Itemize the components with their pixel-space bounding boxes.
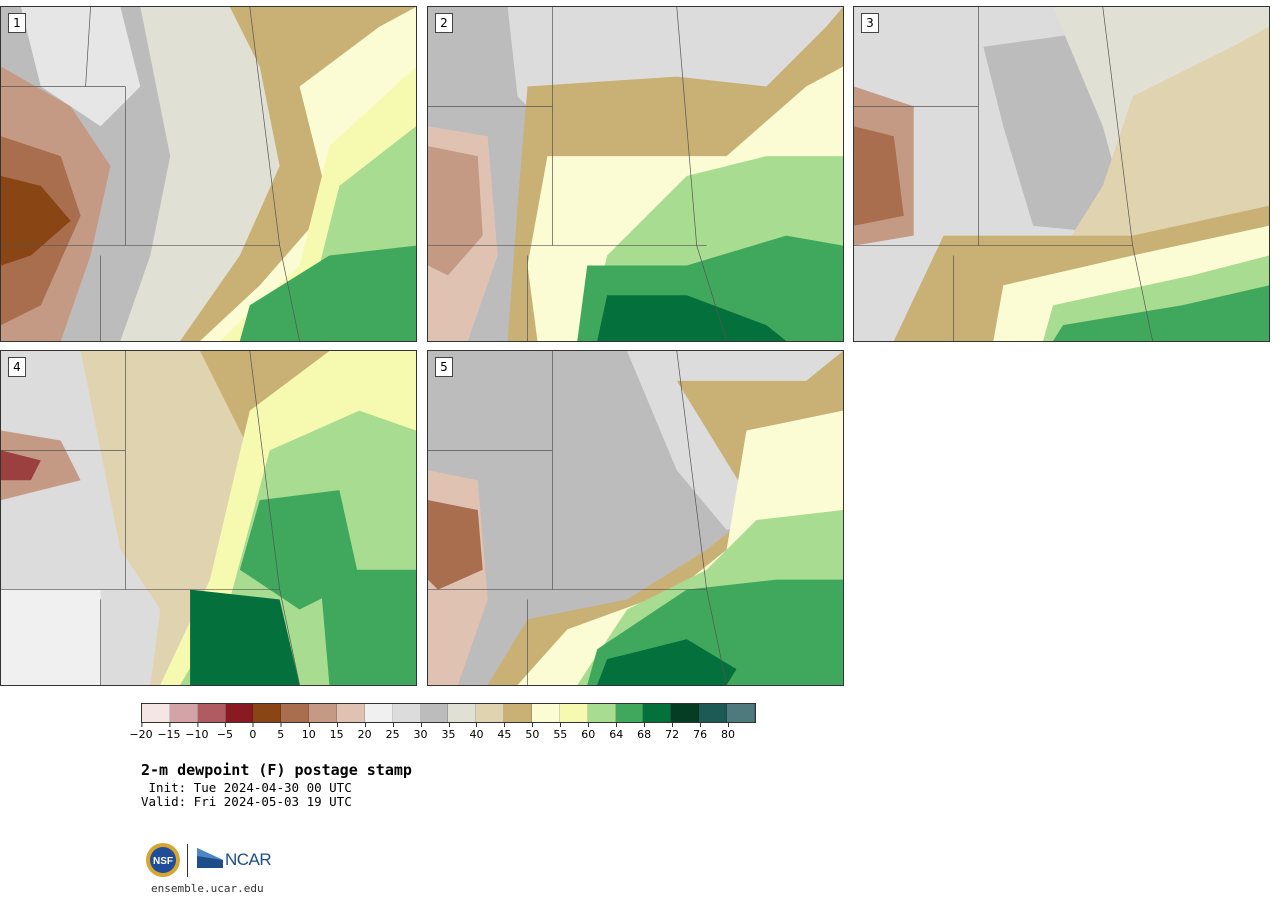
init-time: Init: Tue 2024-04-30 00 UTC — [141, 780, 352, 795]
colorbar-swatch-13 — [504, 704, 533, 722]
panel-number: 1 — [8, 13, 26, 33]
colorbar-tick-label: 35 — [441, 723, 456, 741]
panel-number: 2 — [435, 13, 453, 33]
colorbar-swatch-21 — [727, 704, 755, 722]
colorbar-tick-label: 0 — [249, 723, 257, 741]
colorbar-swatch-16 — [587, 704, 616, 722]
colorbar-tick-label: 5 — [277, 723, 285, 741]
colorbar-tick-label: 76 — [693, 723, 708, 741]
postage-stamp-panel-1: 1 — [0, 6, 417, 342]
colorbar-tick-label: 40 — [469, 723, 484, 741]
dewpoint-map — [428, 7, 843, 341]
colorbar-tick-label: 64 — [609, 723, 624, 741]
colorbar-swatch-5 — [281, 704, 310, 722]
dewpoint-map — [1, 351, 416, 685]
colorbar — [141, 703, 756, 723]
colorbar-tick-label: −5 — [216, 723, 233, 741]
dewpoint-map — [1, 7, 416, 341]
colorbar-tick-label: −20 — [129, 723, 153, 741]
dewpoint-map — [854, 7, 1269, 341]
colorbar-tick-label: 45 — [497, 723, 512, 741]
colorbar-tick-label: 25 — [385, 723, 400, 741]
postage-stamp-panel-4: 4 — [0, 350, 417, 686]
valid-time: Valid: Fri 2024-05-03 19 UTC — [141, 794, 352, 809]
colorbar-swatch-2 — [197, 704, 226, 722]
postage-stamp-panel-5: 5 — [427, 350, 844, 686]
figure-title: 2-m dewpoint (F) postage stamp — [141, 761, 412, 779]
postage-stamp-panel-3: 3 — [853, 6, 1270, 342]
colorbar-tick-label: 55 — [553, 723, 568, 741]
colorbar-swatch-20 — [699, 704, 728, 722]
colorbar-swatch-1 — [169, 704, 198, 722]
dewpoint-map — [428, 351, 843, 685]
colorbar-swatch-6 — [309, 704, 338, 722]
colorbar-swatch-4 — [253, 704, 282, 722]
panel-number: 3 — [861, 13, 879, 33]
colorbar-swatch-14 — [532, 704, 560, 722]
colorbar-swatch-12 — [476, 704, 505, 722]
colorbar-swatch-3 — [225, 704, 254, 722]
colorbar-tick-label: 80 — [721, 723, 736, 741]
panel-number: 5 — [435, 357, 453, 377]
logos: NSF NCAR — [145, 842, 285, 882]
colorbar-swatch-11 — [448, 704, 477, 722]
nsf-text: NSF — [153, 856, 173, 867]
colorbar-tick-label: 60 — [581, 723, 596, 741]
colorbar-swatch-15 — [559, 704, 588, 722]
colorbar-tick-label: 20 — [357, 723, 372, 741]
logo-divider — [187, 844, 188, 877]
colorbar-tick-label: 30 — [413, 723, 428, 741]
colorbar-swatch-9 — [392, 704, 421, 722]
colorbar-swatch-10 — [420, 704, 449, 722]
colorbar-swatch-7 — [337, 704, 365, 722]
ncar-swoosh-icon — [197, 848, 223, 868]
colorbar-tick-label: 10 — [301, 723, 316, 741]
colorbar-tick-label: 72 — [665, 723, 680, 741]
site-url: ensemble.ucar.edu — [151, 882, 264, 895]
colorbar-tick-label: 68 — [637, 723, 652, 741]
colorbar-tick-labels: −20 −15 −10 −5 0 5 10 15 20 25 30 35 40 45 50 55 60 64 68 7… — [129, 723, 756, 742]
ncar-text: NCAR — [225, 850, 272, 869]
colorbar-swatch-8 — [364, 704, 393, 722]
colorbar-swatch-18 — [643, 704, 672, 722]
colorbar-tick-label: 15 — [329, 723, 344, 741]
colorbar-swatch-19 — [671, 704, 700, 722]
colorbar-tick-label: −15 — [157, 723, 181, 741]
nsf-logo-icon: NSF — [146, 843, 180, 877]
colorbar-swatch-0 — [142, 704, 170, 722]
colorbar-tick-label: 50 — [525, 723, 540, 741]
panel-number: 4 — [8, 357, 26, 377]
colorbar-tick-label: −10 — [185, 723, 209, 741]
colorbar-swatch-17 — [615, 704, 644, 722]
postage-stamp-panel-2: 2 — [427, 6, 844, 342]
